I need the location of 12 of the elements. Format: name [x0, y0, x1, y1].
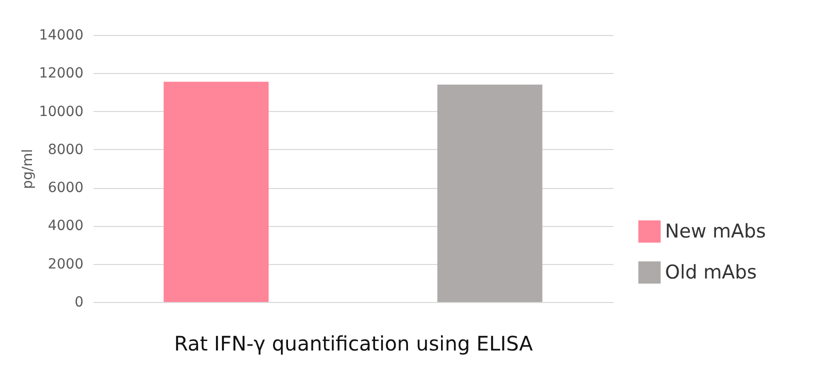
y-tick-label: 2000: [48, 256, 84, 272]
y-tick-label: 12000: [38, 66, 84, 82]
y-axis-title: pg/ml: [20, 148, 36, 190]
x-axis-title: Rat IFN-γ quantification using ELISA: [174, 332, 534, 356]
legend-label: Old mAbs: [665, 262, 757, 284]
y-tick-label: 6000: [48, 180, 84, 196]
y-tick-label: 4000: [48, 218, 84, 234]
y-tick-label: 0: [74, 294, 84, 310]
legend-label: New mAbs: [665, 220, 766, 242]
y-tick-label: 10000: [38, 104, 84, 120]
y-tick-label: 14000: [38, 28, 84, 44]
y-tick-label: 8000: [48, 142, 84, 158]
